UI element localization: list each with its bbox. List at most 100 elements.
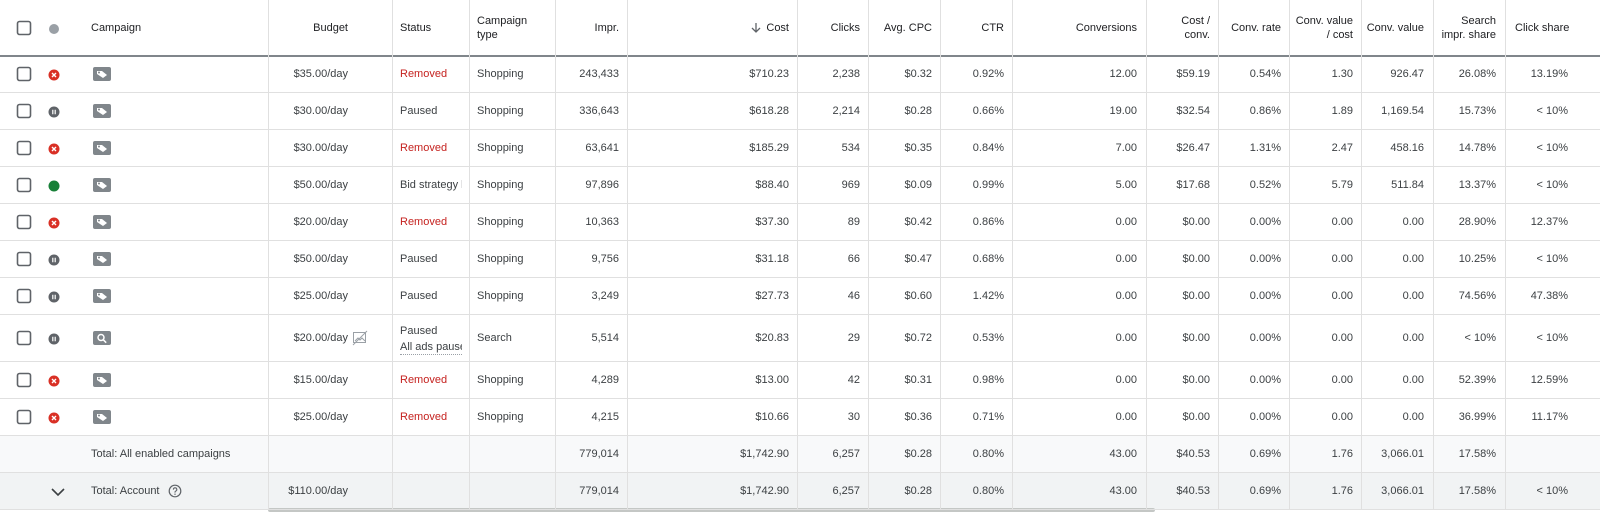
status-header-dot — [48, 22, 60, 34]
row-checkbox-svg — [16, 409, 32, 424]
cell-text: $20.00/day — [293, 331, 348, 344]
cell-text: 12.59% — [1530, 373, 1568, 386]
column-header[interactable]: Conversions — [1075, 22, 1137, 34]
cell-text: 1.76 — [1331, 447, 1353, 460]
cell-text: 336,643 — [579, 104, 619, 117]
cell-text: 26.08% — [1458, 67, 1496, 80]
select-all-checkbox-svg — [16, 20, 32, 36]
cell-text: $0.36 — [904, 410, 932, 423]
status-icon-svg — [48, 143, 60, 154]
row-checkbox[interactable] — [16, 330, 32, 346]
cell-text: Paused — [400, 324, 438, 337]
column-header[interactable]: Avg. CPC — [883, 22, 932, 34]
expand-chevron[interactable] — [50, 485, 66, 497]
cell-text: Shopping — [477, 141, 524, 154]
cell-text: 0.00% — [1249, 215, 1281, 228]
row-checkbox[interactable] — [16, 288, 32, 304]
cell-text: 0.99% — [972, 178, 1004, 191]
cell-text: 0.00% — [1249, 331, 1281, 344]
campaign-type-icon-svg — [93, 177, 111, 192]
row-checkbox[interactable] — [16, 372, 32, 388]
cell-text: 29 — [847, 331, 860, 344]
cell-text: 0.00 — [1115, 289, 1137, 302]
cell-text: $25.00/day — [293, 289, 348, 302]
row-checkbox[interactable] — [16, 103, 32, 119]
cell-text: Removed — [400, 215, 448, 228]
row-checkbox[interactable] — [16, 251, 32, 267]
cell-text: Shopping — [477, 178, 524, 191]
column-header[interactable]: Conv. value — [1295, 15, 1353, 27]
cell-text: 14.78% — [1458, 141, 1496, 154]
column-header[interactable]: Conv. value — [1366, 22, 1424, 34]
column-header[interactable]: Click share — [1515, 22, 1570, 34]
row-divider — [0, 277, 1600, 278]
column-header[interactable]: Budget — [313, 22, 348, 34]
row-divider — [0, 92, 1600, 93]
status-icon — [48, 68, 60, 80]
row-divider — [0, 435, 1600, 436]
cell-text: 66 — [847, 252, 860, 265]
column-divider — [1433, 0, 1434, 509]
status-icon-svg — [48, 291, 60, 302]
select-all-checkbox[interactable] — [16, 20, 32, 36]
status-icon-svg — [48, 333, 60, 344]
cell-text: Shopping — [477, 215, 524, 228]
cell-text: 17.58% — [1458, 447, 1496, 460]
column-header[interactable]: type — [477, 29, 498, 41]
scrollbar[interactable] — [268, 508, 1155, 512]
row-divider — [0, 166, 1600, 167]
row-checkbox[interactable] — [16, 177, 32, 193]
totals-row-bg — [0, 472, 1600, 509]
cell-text: $31.18 — [755, 252, 789, 265]
cell-text: 1.76 — [1331, 484, 1353, 497]
cell-text: 1,169.54 — [1381, 104, 1424, 117]
cell-text: 52.39% — [1458, 373, 1496, 386]
cell-text: 10.25% — [1458, 252, 1496, 265]
column-header[interactable]: Impr. — [594, 22, 619, 34]
status-icon-svg — [48, 217, 60, 228]
row-checkbox[interactable] — [16, 140, 32, 156]
column-header[interactable]: Status — [400, 22, 432, 34]
cell-text: $618.28 — [749, 104, 789, 117]
sort-arrow[interactable] — [750, 21, 762, 35]
campaign-type-icon — [93, 288, 111, 303]
cell-text: 15.73% — [1458, 104, 1496, 117]
cell-text: 0.69% — [1249, 447, 1281, 460]
cell-text: $30.00/day — [293, 104, 348, 117]
cell-text: $88.40 — [755, 178, 789, 191]
cell-text: 43.00 — [1109, 447, 1137, 460]
column-header[interactable]: Campaign — [91, 22, 142, 34]
row-checkbox-svg — [16, 372, 32, 387]
cell-text: $0.00 — [1182, 215, 1210, 228]
cell-text: Shopping — [477, 289, 524, 302]
cell-text: 243,433 — [579, 67, 619, 80]
row-checkbox[interactable] — [16, 409, 32, 425]
cell-text: < 10% — [1464, 331, 1497, 344]
column-header[interactable]: conv. — [1184, 29, 1210, 41]
cell-text: 1.89 — [1331, 104, 1353, 117]
column-header[interactable]: / cost — [1326, 29, 1353, 41]
column-header[interactable]: Cost — [766, 22, 789, 34]
column-header[interactable]: Search — [1461, 15, 1496, 27]
cell-text: 0.86% — [972, 215, 1004, 228]
row-checkbox[interactable] — [16, 214, 32, 230]
column-header[interactable]: Cost / — [1181, 15, 1210, 27]
help-icon[interactable] — [168, 484, 182, 498]
cell-text: 0.86% — [1249, 104, 1281, 117]
cell-text: 0.68% — [972, 252, 1004, 265]
column-divider — [1146, 0, 1147, 509]
column-header[interactable]: impr. share — [1441, 29, 1496, 41]
cell-text: $40.53 — [1176, 447, 1210, 460]
column-header[interactable]: Clicks — [830, 22, 860, 34]
cell-text: 36.99% — [1458, 410, 1496, 423]
column-header[interactable]: Campaign — [477, 15, 528, 27]
column-header[interactable]: Conv. rate — [1231, 22, 1281, 34]
cell-text: 458.16 — [1390, 141, 1424, 154]
cell-text: $35.00/day — [293, 67, 348, 80]
cell-text: 12.37% — [1530, 215, 1568, 228]
header-divider — [0, 55, 1600, 57]
cell-text: 0.00 — [1331, 331, 1353, 344]
row-checkbox[interactable] — [16, 66, 32, 82]
column-header[interactable]: CTR — [981, 22, 1004, 34]
